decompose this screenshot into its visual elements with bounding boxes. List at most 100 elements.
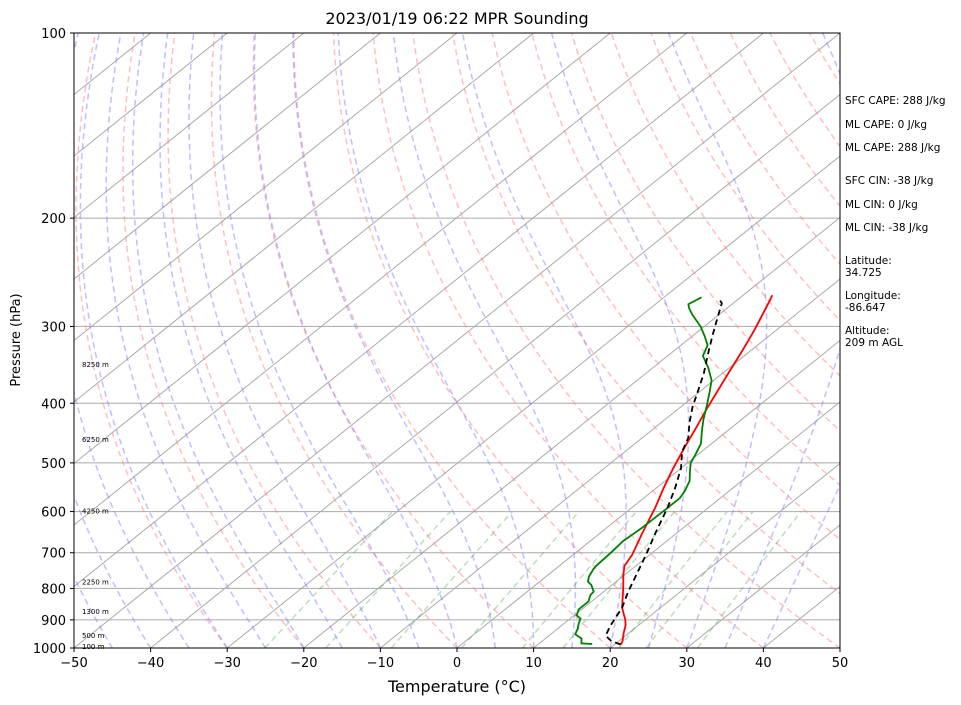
mixing-ratio-line — [696, 511, 802, 648]
stat-annotation: ML CAPE: 0 J/kg — [845, 119, 927, 131]
dry-adiabat-line — [75, 33, 228, 648]
isotherm-line — [226, 155, 840, 648]
isotherm-line — [74, 33, 688, 526]
x-tick-label: 40 — [755, 656, 772, 671]
dry-adiabat-line — [929, 33, 961, 648]
x-tick-label: −20 — [290, 656, 317, 671]
height-label: 100 m — [82, 643, 105, 651]
y-axis: 1000 900 800 700 600 500 400 300 200 100 — [33, 27, 74, 657]
x-tick-label: −50 — [60, 656, 87, 671]
dry-adiabat-line — [252, 33, 535, 648]
isotherm-line — [74, 33, 228, 157]
temperature-profile-line — [619, 294, 774, 645]
y-tick-label: 500 — [41, 457, 66, 472]
y-tick-label: 300 — [41, 320, 66, 335]
plot-area: 8250 m 6250 m 4250 m 2250 m 1300 m 500 m 100 m — [73, 32, 961, 651]
y-tick-label: 1000 — [33, 642, 66, 657]
stat-annotation-line: ML CAPE: 0 J/kg — [845, 119, 927, 131]
stat-annotation-line: Latitude: — [845, 255, 892, 267]
moist-adiabat-line — [253, 33, 458, 648]
mixing-ratio-line — [645, 511, 754, 648]
isotherm-line — [74, 33, 305, 219]
dry-adiabat-line — [412, 33, 840, 648]
dry-adiabat-line — [451, 33, 840, 595]
stat-annotation: ML CAPE: 288 J/kg — [845, 142, 940, 154]
x-tick-label: 0 — [453, 656, 461, 671]
mixing-ratio-line — [618, 511, 728, 648]
moist-adiabat-line — [392, 33, 577, 648]
moist-adiabat-line — [74, 33, 190, 648]
x-axis-label: Temperature (°C) — [387, 677, 526, 696]
isotherm-line — [74, 33, 840, 648]
parcel-profile-line — [604, 297, 723, 646]
y-tick-label: 100 — [41, 27, 66, 42]
height-label: 1300 m — [82, 608, 109, 616]
moist-adiabat-line — [292, 33, 497, 648]
height-label: 2250 m — [82, 579, 109, 587]
x-tick-label: −10 — [367, 656, 394, 671]
moist-adiabat-line — [74, 493, 152, 648]
stat-annotation: Latitude: 34.725 — [845, 255, 892, 279]
stat-annotation: SFC CIN: -38 J/kg — [845, 175, 933, 187]
series-lines — [574, 294, 774, 646]
mixing-ratio-line — [390, 511, 513, 648]
moist-adiabat-line — [461, 33, 627, 648]
dewpoint-profile-line — [574, 296, 713, 645]
height-label: 4250 m — [82, 508, 109, 516]
stat-annotation-line: SFC CIN: -38 J/kg — [845, 175, 933, 187]
isotherm-line — [686, 524, 840, 648]
y-tick-label: 600 — [41, 506, 66, 521]
height-label: 6250 m — [82, 436, 109, 444]
mixing-ratio-line — [264, 511, 394, 648]
dry-adiabat-line — [167, 33, 381, 648]
isotherm-line — [609, 462, 840, 648]
y-tick-label: 700 — [41, 547, 66, 562]
isotherm-line — [380, 278, 840, 648]
isotherm-line — [74, 33, 764, 588]
stat-annotation: Longitude: -86.647 — [845, 290, 901, 314]
y-tick-label: 200 — [41, 212, 66, 227]
isotherm-line — [303, 216, 840, 648]
stat-annotation-line: 209 m AGL — [845, 337, 903, 349]
background-lines — [74, 33, 961, 648]
y-tick-label: 900 — [41, 614, 66, 629]
mixing-ratio-line — [521, 511, 637, 648]
stat-annotation: Altitude: 209 m AGL — [845, 325, 903, 349]
isotherm-line — [74, 33, 381, 280]
moist-adiabat-line — [188, 33, 382, 648]
moist-adiabat-line — [667, 33, 768, 648]
isotherm-line — [150, 93, 840, 648]
stat-annotation: ML CIN: 0 J/kg — [845, 199, 918, 211]
height-label: 8250 m — [82, 361, 109, 369]
isotherm-line — [456, 339, 840, 648]
chart-title: 2023/01/19 06:22 MPR Sounding — [325, 9, 588, 28]
stat-annotation-line: ML CIN: 0 J/kg — [845, 199, 918, 211]
dry-adiabat-line — [332, 33, 688, 648]
annotations: SFC CAPE: 288 J/kg ML CAPE: 0 J/kg ML CAPE… — [845, 95, 946, 349]
moist-adiabat-line — [79, 33, 228, 648]
moist-adiabat-line — [159, 33, 343, 648]
stat-annotation-line: 34.725 — [845, 267, 882, 279]
stat-annotation-line: Altitude: — [845, 325, 890, 337]
dry-adiabat-line — [570, 33, 840, 432]
moist-adiabat-line — [219, 33, 420, 648]
height-label: 500 m — [82, 632, 105, 640]
stat-annotation-line: -86.647 — [845, 302, 886, 314]
isotherm-line — [74, 33, 534, 403]
moist-adiabat-line — [131, 33, 305, 648]
mixing-ratio-line — [325, 511, 451, 648]
moist-adiabat-line — [550, 33, 690, 648]
isotherm-line — [533, 401, 840, 648]
stat-annotation-line: Longitude: — [845, 290, 901, 302]
moist-adiabat-line — [105, 33, 267, 648]
x-tick-label: 50 — [832, 656, 849, 671]
x-axis: −50 −40 −30 −20 −10 0 10 20 30 40 50 — [60, 648, 848, 671]
stat-annotation-line: SFC CAPE: 288 J/kg — [845, 95, 946, 107]
moist-adiabat-line — [337, 33, 535, 648]
x-tick-label: −40 — [137, 656, 164, 671]
y-tick-label: 400 — [41, 397, 66, 412]
y-axis-label: Pressure (hPa) — [9, 293, 24, 386]
isotherm-line — [74, 33, 611, 465]
dry-adiabat-line — [293, 33, 611, 648]
